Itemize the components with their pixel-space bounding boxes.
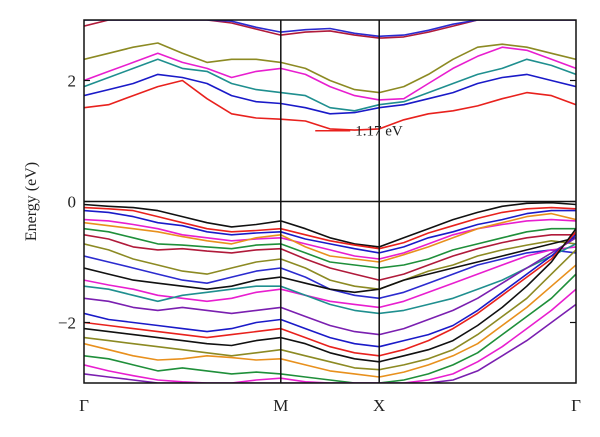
- x-tick-label-1: Γ: [79, 396, 89, 415]
- valence-band-12: [84, 243, 576, 315]
- valence-band-2: [84, 206, 576, 250]
- y-axis-ticks: −2 0 2: [58, 72, 576, 333]
- valence-band-1: [84, 201, 576, 248]
- conduction-band-4: [84, 46, 576, 101]
- conduction-band-6: [84, 20, 576, 39]
- conduction-band-3: [84, 58, 576, 112]
- valence-band-20: [84, 288, 576, 383]
- valence-band-11: [84, 246, 576, 309]
- conduction-band-5: [84, 42, 576, 94]
- gap-annotation-label: 1.17 eV: [355, 124, 403, 140]
- bands-layer: [84, 20, 576, 383]
- conduction-band-1: [84, 79, 576, 131]
- valence-band-15: [84, 231, 576, 357]
- valence-band-9: [84, 249, 576, 300]
- valence-band-3: [84, 209, 576, 254]
- valence-band-21: [84, 303, 576, 383]
- valence-band-17: [84, 249, 576, 371]
- y-tick-label-3: 2: [68, 72, 77, 91]
- high-symmetry-lines: [280, 20, 380, 383]
- valence-band-16: [84, 228, 576, 363]
- valence-band-5: [84, 212, 576, 263]
- x-tick-label-4: Γ: [571, 396, 581, 415]
- valence-band-13: [84, 237, 576, 336]
- valence-band-10: [84, 237, 576, 294]
- valence-band-4: [84, 218, 576, 260]
- valence-band-19: [84, 273, 576, 383]
- valence-band-8: [84, 240, 576, 291]
- valence-band-6: [84, 227, 576, 269]
- x-tick-label-3: X: [373, 396, 385, 415]
- conduction-band-2: [84, 73, 576, 115]
- valence-band-7: [84, 234, 576, 281]
- y-axis-label: Energy (eV): [23, 162, 40, 241]
- y-tick-label-1: −2: [58, 314, 76, 333]
- conduction-band-7: [84, 20, 576, 38]
- valence-band-14: [84, 234, 576, 348]
- x-tick-label-2: M: [273, 396, 288, 415]
- y-tick-label-2: 0: [68, 193, 77, 212]
- valence-band-18: [84, 264, 576, 378]
